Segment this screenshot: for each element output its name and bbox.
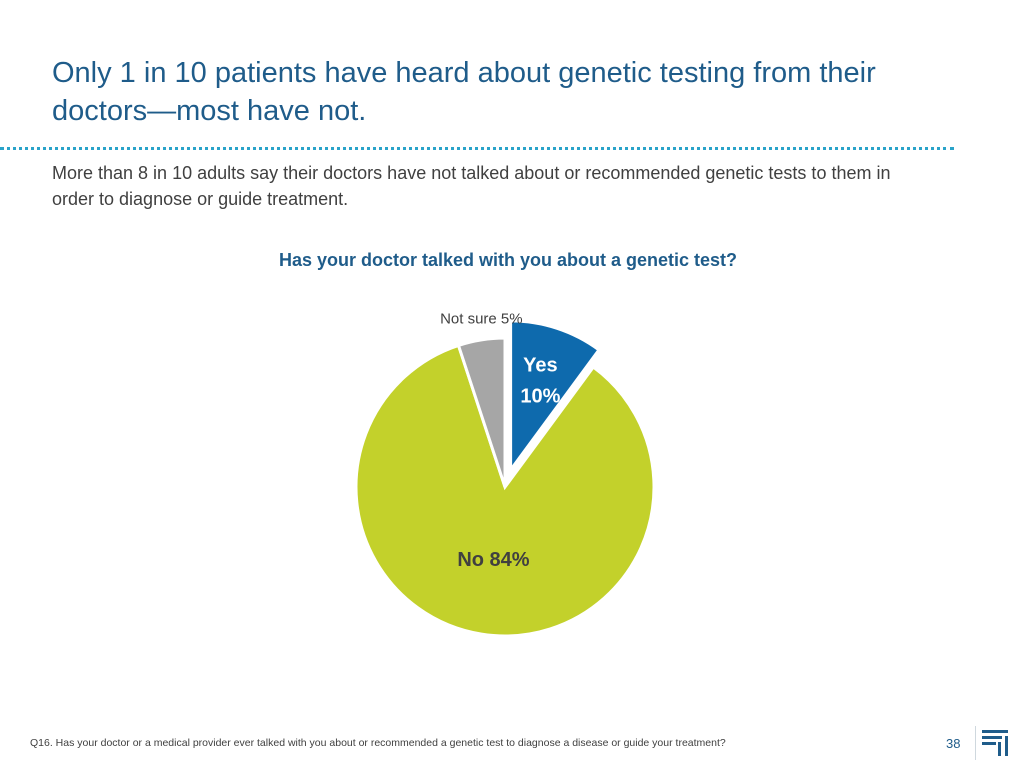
pie-label-yes: Yes 10%	[520, 354, 560, 407]
pie-slice-no	[354, 343, 656, 638]
chart-title: Has your doctor talked with you about a …	[278, 250, 738, 270]
page-title: Only 1 in 10 patients have heard about g…	[52, 57, 876, 127]
pie-slice-yes	[509, 319, 602, 475]
title-divider	[0, 147, 954, 150]
pie-slice-not-sure	[456, 336, 507, 488]
page-subtitle: More than 8 in 10 adults say their docto…	[52, 163, 891, 209]
company-logo-icon	[982, 730, 1008, 756]
pie-label-not-sure: Not sure 5%	[440, 310, 523, 327]
pie-label-no: No 84%	[457, 549, 529, 571]
page-number: 38	[946, 736, 961, 751]
logo-separator	[975, 726, 976, 760]
footnote: Q16. Has your doctor or a medical provid…	[30, 737, 726, 749]
